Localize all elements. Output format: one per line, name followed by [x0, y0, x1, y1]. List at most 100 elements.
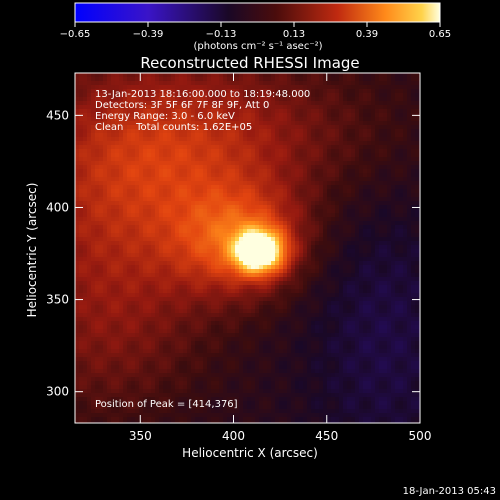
heatmap-cell [203, 157, 208, 162]
heatmap-cell [139, 137, 144, 142]
heatmap-cell [399, 137, 404, 142]
heatmap-cell [179, 121, 184, 126]
heatmap-cell [327, 185, 332, 190]
heatmap-cell [99, 93, 104, 98]
heatmap-cell [367, 145, 372, 150]
heatmap-cell [83, 93, 88, 98]
heatmap-cell [403, 257, 408, 262]
heatmap-cell [307, 269, 312, 274]
heatmap-cell [231, 201, 236, 206]
heatmap-cell [335, 209, 340, 214]
heatmap-cell [247, 89, 252, 94]
heatmap-cell [295, 89, 300, 94]
heatmap-cell [315, 281, 320, 286]
heatmap-cell [379, 109, 384, 114]
heatmap-cell [391, 117, 396, 122]
heatmap-cell [195, 117, 200, 122]
heatmap-cell [159, 253, 164, 258]
heatmap-cell [155, 161, 160, 166]
heatmap-cell [283, 145, 288, 150]
heatmap-cell [319, 165, 324, 170]
heatmap-cell [163, 281, 168, 286]
heatmap-cell [391, 97, 396, 102]
heatmap-cell [331, 105, 336, 110]
heatmap-cell [399, 177, 404, 182]
heatmap-cell [231, 121, 236, 126]
heatmap-cell [323, 209, 328, 214]
heatmap-cell [399, 297, 404, 302]
heatmap-cell [279, 217, 284, 222]
heatmap-cell [299, 137, 304, 142]
heatmap-cell [367, 265, 372, 270]
heatmap-cell [275, 237, 280, 242]
heatmap-cell [195, 77, 200, 82]
heatmap-cell [175, 105, 180, 110]
heatmap-cell [219, 197, 224, 202]
heatmap-cell [327, 233, 332, 238]
heatmap-cell [155, 181, 160, 186]
heatmap-cell [303, 149, 308, 154]
heatmap-cell [111, 241, 116, 246]
heatmap-cell [191, 185, 196, 190]
heatmap-cell [91, 125, 96, 130]
heatmap-cell [179, 125, 184, 130]
heatmap-cell [251, 245, 256, 250]
heatmap-cell [235, 297, 240, 302]
heatmap-cell [275, 289, 280, 294]
heatmap-cell [99, 261, 104, 266]
heatmap-cell [155, 273, 160, 278]
heatmap-cell [163, 253, 168, 258]
heatmap-cell [131, 149, 136, 154]
heatmap-cell [255, 225, 260, 230]
heatmap-cell [295, 285, 300, 290]
heatmap-cell [335, 165, 340, 170]
heatmap-cell [111, 225, 116, 230]
heatmap-cell [167, 201, 172, 206]
heatmap-cell [379, 85, 384, 90]
heatmap-cell [263, 193, 268, 198]
heatmap-cell [303, 241, 308, 246]
heatmap-cell [171, 145, 176, 150]
heatmap-cell [123, 141, 128, 146]
heatmap-cell [287, 237, 292, 242]
heatmap-cell [399, 269, 404, 274]
heatmap-cell [219, 277, 224, 282]
heatmap-cell [279, 109, 284, 114]
heatmap-cell [339, 241, 344, 246]
heatmap-cell [187, 109, 192, 114]
heatmap-cell [103, 153, 108, 158]
heatmap-cell [267, 289, 272, 294]
heatmap-cell [323, 225, 328, 230]
heatmap-cell [263, 169, 268, 174]
heatmap-cell [271, 85, 276, 90]
heatmap-cell [267, 209, 272, 214]
heatmap-cell [159, 237, 164, 242]
heatmap-cell [79, 265, 84, 270]
heatmap-cell [351, 177, 356, 182]
heatmap-cell [303, 153, 308, 158]
heatmap-cell [103, 125, 108, 130]
heatmap-cell [287, 89, 292, 94]
heatmap-cell [187, 297, 192, 302]
heatmap-cell [215, 141, 220, 146]
heatmap-cell [275, 73, 280, 78]
heatmap-cell [139, 93, 144, 98]
heatmap-cell [283, 97, 288, 102]
heatmap-cell [215, 117, 220, 122]
heatmap-cell [247, 145, 252, 150]
heatmap-cell [395, 89, 400, 94]
heatmap-cell [327, 73, 332, 78]
heatmap-cell [323, 253, 328, 258]
heatmap-cell [99, 193, 104, 198]
heatmap-cell [299, 113, 304, 118]
heatmap-cell [211, 77, 216, 82]
heatmap-cell [191, 89, 196, 94]
heatmap-cell [167, 149, 172, 154]
heatmap-cell [287, 249, 292, 254]
heatmap-cell [415, 193, 420, 198]
heatmap-cell [115, 105, 120, 110]
heatmap-cell [219, 253, 224, 258]
heatmap-cell [211, 185, 216, 190]
heatmap-cell [111, 301, 116, 306]
heatmap-cell [375, 205, 380, 210]
